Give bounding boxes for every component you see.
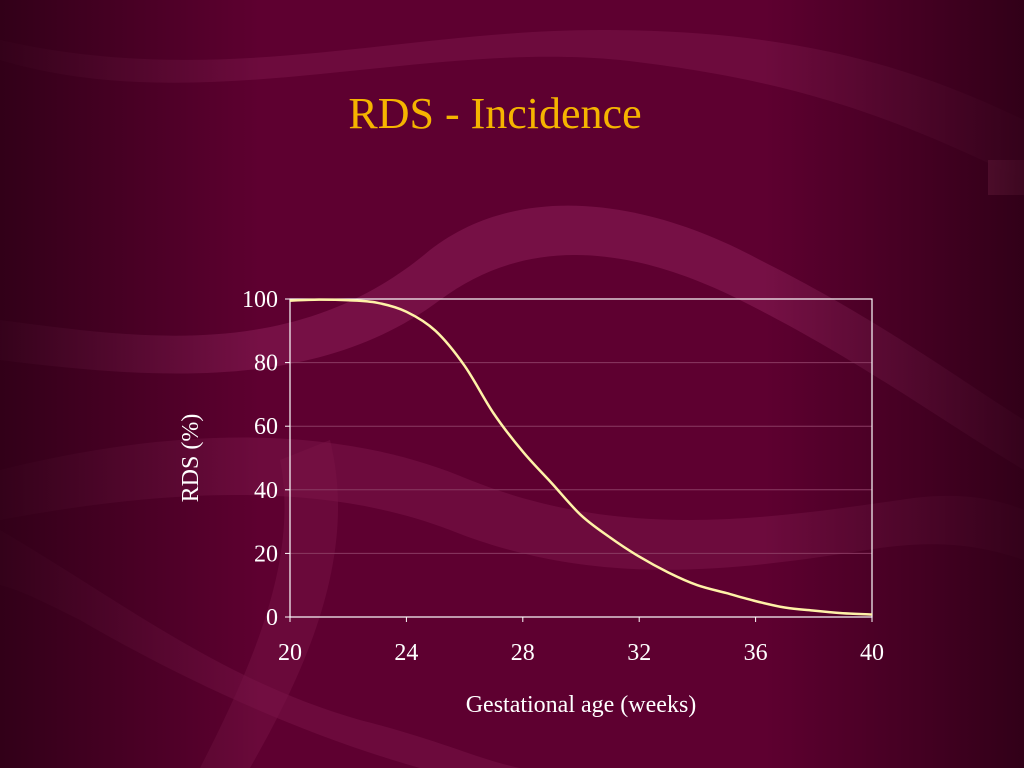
slide-title: RDS - Incidence [348, 89, 642, 138]
series-line [289, 298, 873, 616]
y-tick-label: 80 [254, 351, 278, 377]
x-tick-label: 20 [278, 640, 302, 666]
y-tick-label: 20 [254, 541, 278, 567]
y-tick-label: 40 [254, 478, 278, 504]
y-axis-ticks: 0 20 40 60 80 100 [242, 287, 290, 631]
x-tick-label: 24 [394, 640, 418, 666]
x-axis-title: Gestational age (weeks) [466, 692, 697, 718]
x-tick-label: 32 [627, 640, 651, 666]
x-tick-label: 36 [744, 640, 768, 666]
grid-lines [290, 362, 872, 554]
x-axis-ticks: 20 24 28 32 36 40 [278, 617, 884, 666]
x-tick-label: 28 [511, 640, 535, 666]
x-tick-label: 40 [860, 640, 884, 666]
plot-area-frame [289, 298, 873, 618]
y-tick-label: 100 [242, 287, 278, 313]
y-axis-title: RDS (%) [178, 414, 204, 503]
y-tick-label: 60 [254, 414, 278, 440]
y-tick-label: 0 [266, 605, 278, 631]
